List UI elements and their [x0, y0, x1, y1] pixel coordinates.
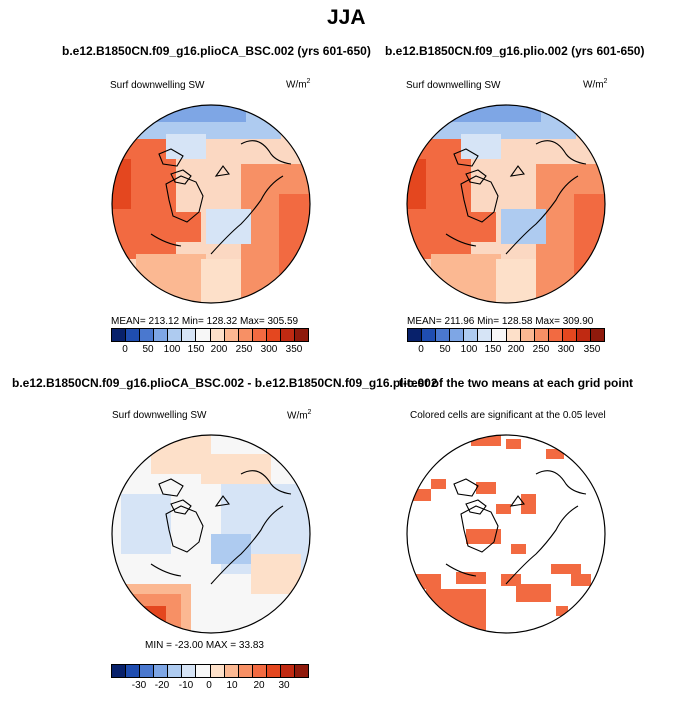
colorbar-swatch	[196, 665, 211, 677]
colorbar-swatch	[576, 329, 592, 341]
panel-2-title: b.e12.B1850CN.f09_g16.plio.002 (yrs 601-…	[385, 44, 645, 58]
colorbar-swatch	[280, 329, 296, 341]
panel-4-note: Colored cells are significant at the 0.0…	[410, 410, 606, 421]
colorbar-swatch	[168, 329, 183, 341]
colorbar-tick-label: 10	[226, 680, 238, 691]
colorbar-swatch	[450, 329, 465, 341]
colorbar-tick-label: 350	[583, 344, 601, 355]
panel-3-title: b.e12.B1850CN.f09_g16.plioCA_BSC.002 - b…	[12, 376, 438, 390]
colorbar-tick-label: 250	[235, 344, 253, 355]
panel-1-units: W/m2	[286, 78, 311, 91]
colorbar-swatch	[562, 329, 577, 341]
colorbar-tick-label: 0	[206, 680, 212, 691]
colorbar-tick-label: 300	[557, 344, 575, 355]
colorbar-swatch	[196, 329, 211, 341]
panel-4-polar-map	[406, 434, 606, 634]
panel-3-units: W/m2	[287, 409, 312, 422]
panel-3-colorbar	[111, 664, 309, 678]
colorbar-swatch	[182, 329, 197, 341]
colorbar-tick-label: 0	[122, 344, 128, 355]
colorbar-swatch	[252, 329, 267, 341]
colorbar-swatch	[182, 665, 197, 677]
colorbar-swatch	[238, 665, 253, 677]
colorbar-swatch	[506, 329, 521, 341]
panel-2-colorbar	[407, 328, 605, 342]
colorbar-swatch	[520, 329, 535, 341]
colorbar-tick-label: 20	[253, 680, 265, 691]
panel-1-stats: MEAN= 213.12 Min= 128.32 Max= 305.59	[111, 316, 299, 327]
colorbar-swatch	[436, 329, 451, 341]
panel-3-polar-map	[111, 434, 311, 634]
colorbar-swatch	[154, 329, 169, 341]
colorbar-swatch	[422, 329, 437, 341]
colorbar-tick-label: 50	[142, 344, 154, 355]
colorbar-swatch	[492, 329, 507, 341]
panel-1-polar-map	[111, 104, 311, 304]
colorbar-tick-label: 300	[260, 344, 278, 355]
colorbar-swatch	[478, 329, 493, 341]
colorbar-tick-label: 200	[507, 344, 525, 355]
colorbar-swatch	[140, 329, 155, 341]
panel-2-units: W/m2	[583, 78, 608, 91]
colorbar-swatch	[252, 665, 267, 677]
colorbar-tick-label: -20	[154, 680, 170, 691]
panel-1-variable-label: Surf downwelling SW	[110, 80, 205, 91]
colorbar-swatch	[224, 665, 239, 677]
colorbar-tick-label: 150	[484, 344, 502, 355]
colorbar-tick-label: 100	[163, 344, 181, 355]
colorbar-swatch	[266, 329, 281, 341]
panel-4-title: t-test of the two means at each grid poi…	[399, 376, 634, 390]
colorbar-tick-label: 50	[439, 344, 451, 355]
colorbar-swatch	[295, 665, 309, 677]
colorbar-swatch	[112, 665, 127, 677]
colorbar-swatch	[408, 329, 423, 341]
colorbar-swatch	[224, 329, 239, 341]
colorbar-swatch	[280, 665, 296, 677]
colorbar-swatch	[126, 329, 141, 341]
panel-3-variable-label: Surf downwelling SW	[112, 410, 207, 421]
colorbar-swatch	[534, 329, 549, 341]
colorbar-tick-label: -10	[178, 680, 194, 691]
colorbar-swatch	[295, 329, 309, 341]
colorbar-tick-label: 0	[418, 344, 424, 355]
colorbar-swatch	[154, 665, 169, 677]
panel-2-variable-label: Surf downwelling SW	[406, 80, 501, 91]
colorbar-swatch	[126, 665, 141, 677]
panel-2-stats: MEAN= 211.96 Min= 128.58 Max= 309.90	[407, 316, 594, 327]
panel-1-colorbar	[111, 328, 309, 342]
colorbar-swatch	[168, 665, 183, 677]
colorbar-swatch	[266, 665, 281, 677]
colorbar-swatch	[591, 329, 605, 341]
colorbar-tick-label: 30	[278, 680, 290, 691]
colorbar-tick-label: 100	[460, 344, 478, 355]
colorbar-tick-label: -30	[131, 680, 147, 691]
colorbar-tick-label: 150	[187, 344, 205, 355]
colorbar-swatch	[548, 329, 563, 341]
panel-2-polar-map	[406, 104, 606, 304]
colorbar-swatch	[238, 329, 253, 341]
colorbar-swatch	[210, 665, 225, 677]
figure-title: JJA	[327, 6, 366, 29]
colorbar-tick-label: 200	[210, 344, 228, 355]
colorbar-tick-label: 350	[285, 344, 303, 355]
colorbar-swatch	[112, 329, 127, 341]
colorbar-swatch	[140, 665, 155, 677]
colorbar-swatch	[464, 329, 479, 341]
panel-1-title: b.e12.B1850CN.f09_g16.plioCA_BSC.002 (yr…	[62, 44, 371, 58]
panel-3-stats: MIN = -23.00 MAX = 33.83	[145, 640, 264, 651]
colorbar-swatch	[210, 329, 225, 341]
colorbar-tick-label: 250	[532, 344, 550, 355]
